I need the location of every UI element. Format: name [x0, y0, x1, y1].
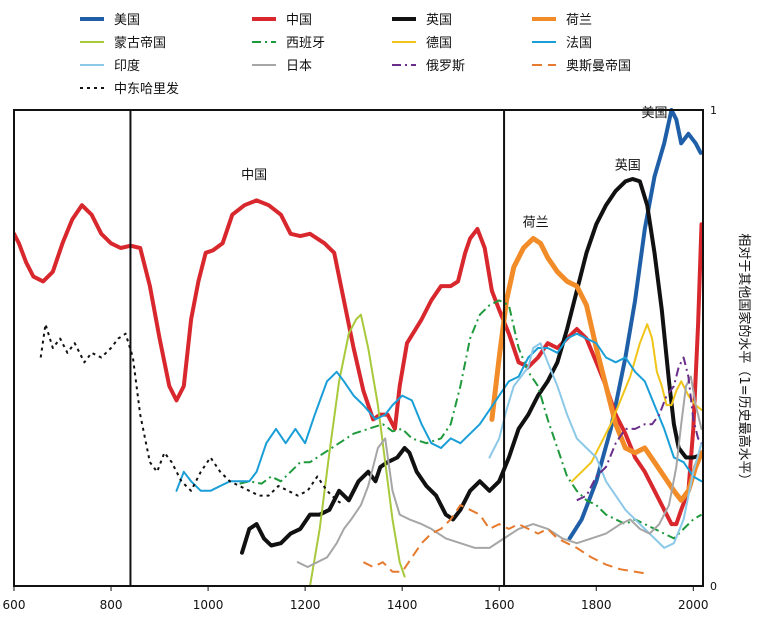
legend-label: 中国	[286, 13, 312, 28]
legend-label: 美国	[114, 13, 140, 28]
legend-label: 奥斯曼帝国	[566, 58, 631, 74]
legend-label: 英国	[426, 13, 452, 28]
annotation-label: 美国	[641, 106, 667, 121]
series-line-9	[488, 342, 703, 549]
x-tick-label: 1400	[387, 598, 418, 612]
legend-label: 法国	[566, 36, 592, 51]
x-tick-label: 2000	[678, 598, 709, 612]
annotation-label: 英国	[615, 159, 641, 174]
series-line-3	[240, 177, 703, 555]
x-tick-label: 1000	[193, 598, 224, 612]
series-line-11	[576, 356, 703, 502]
y-tick-label: 0	[710, 580, 717, 593]
legend-label: 蒙古帝国	[114, 35, 166, 51]
series-line-6	[239, 299, 703, 540]
x-tick-label: 800	[100, 598, 123, 612]
series-line-5	[309, 313, 406, 586]
series-line-12	[362, 504, 650, 576]
y-axis-label: 相对于其他国家的水平（1=历史最高水平）	[736, 233, 752, 486]
x-tick-label: 1800	[581, 598, 612, 612]
x-tick-label: 1200	[290, 598, 321, 612]
x-axis: 600 800 1000 1200 1400 1600 1800 2000	[3, 586, 709, 612]
x-tick-label: 600	[3, 598, 26, 612]
legend-label: 西班牙	[286, 36, 325, 51]
y-axis: 01	[710, 104, 717, 593]
series-line-4	[489, 236, 703, 503]
series-line-1	[567, 108, 703, 541]
series-line-8	[175, 332, 703, 492]
annotation-label: 荷兰	[523, 216, 549, 231]
x-tick-label: 1600	[484, 598, 515, 612]
series-line-13	[39, 323, 345, 506]
series-line-10	[296, 375, 703, 568]
vertical-reference-lines	[129, 110, 506, 586]
legend-label: 俄罗斯	[426, 59, 465, 74]
annotation-label: 中国	[241, 168, 267, 183]
legend-label: 德国	[426, 36, 452, 51]
legend-label: 中东哈里发	[114, 81, 179, 97]
legend-label: 荷兰	[566, 13, 592, 28]
series-layer	[14, 108, 703, 586]
y-tick-label: 1	[710, 104, 717, 117]
plot-frame	[13, 109, 704, 587]
legend-label: 日本	[286, 59, 312, 74]
series-line-7	[571, 323, 703, 483]
legend-label: 印度	[114, 58, 140, 74]
